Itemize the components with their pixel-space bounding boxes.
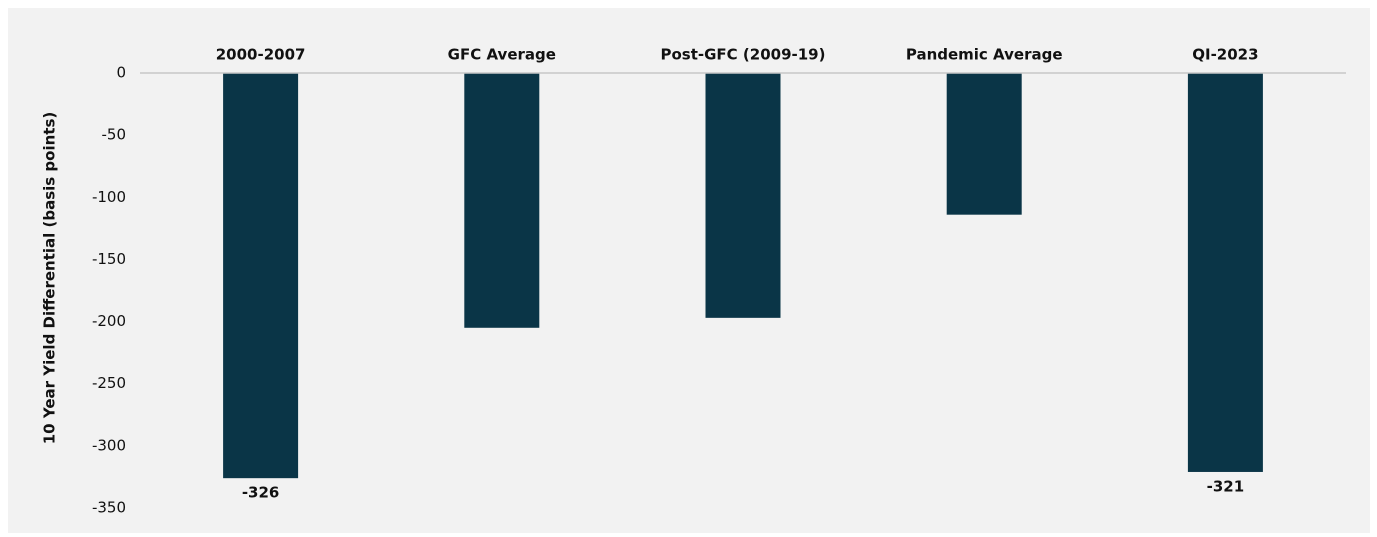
x-tick-label: Pandemic Average bbox=[906, 46, 1063, 64]
x-tick-label: QI-2023 bbox=[1192, 46, 1258, 64]
y-tick-label: -350 bbox=[92, 499, 126, 517]
x-tick-label: GFC Average bbox=[448, 46, 556, 64]
y-tick-label: -150 bbox=[92, 250, 126, 268]
data-label: -326 bbox=[242, 484, 280, 502]
chart-background bbox=[8, 8, 1370, 533]
x-tick-label: Post-GFC (2009-19) bbox=[661, 46, 826, 64]
data-label: -321 bbox=[1207, 477, 1245, 495]
y-tick-label: -50 bbox=[102, 126, 127, 144]
y-tick-label: -200 bbox=[92, 312, 126, 330]
bar bbox=[705, 73, 781, 318]
y-tick-label: -100 bbox=[92, 188, 126, 206]
y-tick-label: -300 bbox=[92, 436, 126, 454]
bar bbox=[223, 73, 299, 479]
y-axis-label: 10 Year Yield Differential (basis points… bbox=[41, 112, 59, 445]
bar bbox=[1187, 73, 1263, 472]
bar bbox=[946, 73, 1022, 215]
x-tick-label: 2000-2007 bbox=[216, 46, 306, 64]
y-tick-label: 0 bbox=[116, 64, 126, 82]
bar bbox=[464, 73, 540, 328]
y-tick-label: -250 bbox=[92, 374, 126, 392]
